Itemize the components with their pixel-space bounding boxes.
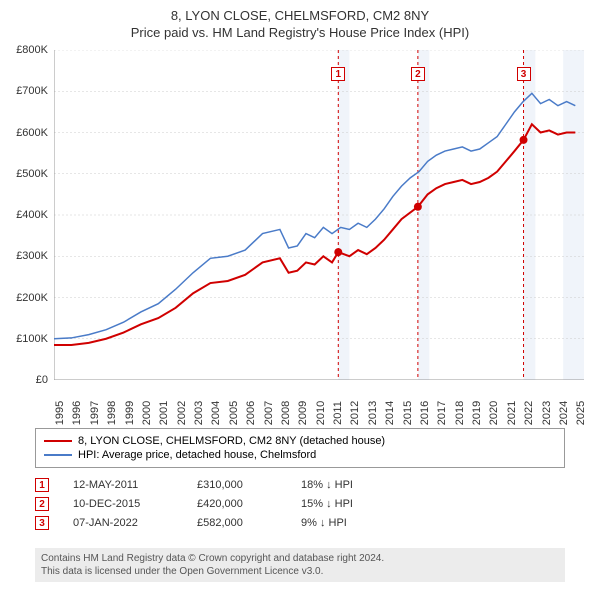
chart-area: 1 2 3 — [54, 50, 584, 380]
x-axis-label: 2022 — [523, 401, 535, 425]
y-axis-label: £700K — [16, 85, 48, 97]
x-axis-label: 2015 — [402, 401, 414, 425]
x-axis-label: 2010 — [315, 401, 327, 425]
event-row: 1 12-MAY-2011 £310,000 18% ↓ HPI — [35, 478, 565, 492]
x-axis-label: 2009 — [297, 401, 309, 425]
x-axis-label: 2003 — [193, 401, 205, 425]
legend-label: 8, LYON CLOSE, CHELMSFORD, CM2 8NY (deta… — [78, 435, 385, 447]
title-line1: 8, LYON CLOSE, CHELMSFORD, CM2 8NY — [0, 8, 600, 23]
x-axis-label: 2025 — [575, 401, 587, 425]
x-axis-label: 2018 — [454, 401, 466, 425]
footer-line1: Contains HM Land Registry data © Crown c… — [41, 552, 559, 565]
event-index-box: 3 — [35, 516, 49, 530]
x-axis-label: 2007 — [263, 401, 275, 425]
x-axis-label: 2012 — [349, 401, 361, 425]
x-axis-labels: 1995 1996 1997 1998 1999 2000 2001 2002 2003 2004… — [54, 383, 584, 423]
y-axis-label: £600K — [16, 127, 48, 139]
legend-row: HPI: Average price, detached house, Chel… — [44, 449, 556, 461]
legend-label: HPI: Average price, detached house, Chel… — [78, 449, 316, 461]
x-axis-label: 1998 — [106, 401, 118, 425]
y-axis-label: £400K — [16, 209, 48, 221]
event-price: £582,000 — [197, 517, 277, 529]
x-axis-label: 2021 — [506, 401, 518, 425]
legend-row: 8, LYON CLOSE, CHELMSFORD, CM2 8NY (deta… — [44, 435, 556, 447]
x-axis-label: 1999 — [124, 401, 136, 425]
x-axis-label: 1997 — [89, 401, 101, 425]
event-delta: 15% ↓ HPI — [301, 498, 391, 510]
title-block: 8, LYON CLOSE, CHELMSFORD, CM2 8NY Price… — [0, 0, 600, 40]
legend-swatch — [44, 440, 72, 442]
x-axis-label: 2006 — [245, 401, 257, 425]
x-axis-label: 2020 — [488, 401, 500, 425]
x-axis-label: 2004 — [210, 401, 222, 425]
x-axis-label: 2019 — [471, 401, 483, 425]
y-axis-label: £0 — [36, 374, 48, 386]
event-marker-3: 3 — [517, 67, 531, 81]
x-axis-label: 2001 — [158, 401, 170, 425]
x-axis-label: 2002 — [176, 401, 188, 425]
x-axis-label: 2011 — [332, 401, 344, 425]
x-axis-label: 2024 — [558, 401, 570, 425]
x-axis-label: 2000 — [141, 401, 153, 425]
x-axis-label: 1995 — [54, 401, 66, 425]
event-delta: 9% ↓ HPI — [301, 517, 391, 529]
x-axis-label: 2017 — [436, 401, 448, 425]
event-row: 2 10-DEC-2015 £420,000 15% ↓ HPI — [35, 497, 565, 511]
event-date: 07-JAN-2022 — [73, 517, 173, 529]
y-axis-label: £800K — [16, 44, 48, 56]
event-row: 3 07-JAN-2022 £582,000 9% ↓ HPI — [35, 516, 565, 530]
y-axis-label: £500K — [16, 168, 48, 180]
footer-line2: This data is licensed under the Open Gov… — [41, 565, 559, 578]
x-axis-label: 1996 — [71, 401, 83, 425]
events-table: 1 12-MAY-2011 £310,000 18% ↓ HPI 2 10-DEC-201… — [35, 473, 565, 535]
title-line2: Price paid vs. HM Land Registry's House … — [0, 25, 600, 40]
event-delta: 18% ↓ HPI — [301, 479, 391, 491]
legend-swatch — [44, 454, 72, 456]
x-axis-label: 2023 — [541, 401, 553, 425]
chart-svg — [54, 50, 584, 380]
x-axis-label: 2014 — [384, 401, 396, 425]
page-container: 8, LYON CLOSE, CHELMSFORD, CM2 8NY Price… — [0, 0, 600, 590]
event-date: 12-MAY-2011 — [73, 479, 173, 491]
y-axis-label: £100K — [16, 333, 48, 345]
y-axis-label: £300K — [16, 250, 48, 262]
y-axis-label: £200K — [16, 292, 48, 304]
y-axis-labels: £0£100K£200K£300K£400K£500K£600K£700K£80… — [0, 50, 52, 380]
event-price: £310,000 — [197, 479, 277, 491]
x-axis-label: 2008 — [280, 401, 292, 425]
event-marker-2: 2 — [411, 67, 425, 81]
event-date: 10-DEC-2015 — [73, 498, 173, 510]
event-index-box: 2 — [35, 497, 49, 511]
legend-box: 8, LYON CLOSE, CHELMSFORD, CM2 8NY (deta… — [35, 428, 565, 468]
x-axis-label: 2013 — [367, 401, 379, 425]
event-index-box: 1 — [35, 478, 49, 492]
event-marker-1: 1 — [331, 67, 345, 81]
x-axis-label: 2005 — [228, 401, 240, 425]
footer-box: Contains HM Land Registry data © Crown c… — [35, 548, 565, 582]
event-price: £420,000 — [197, 498, 277, 510]
x-axis-label: 2016 — [419, 401, 431, 425]
